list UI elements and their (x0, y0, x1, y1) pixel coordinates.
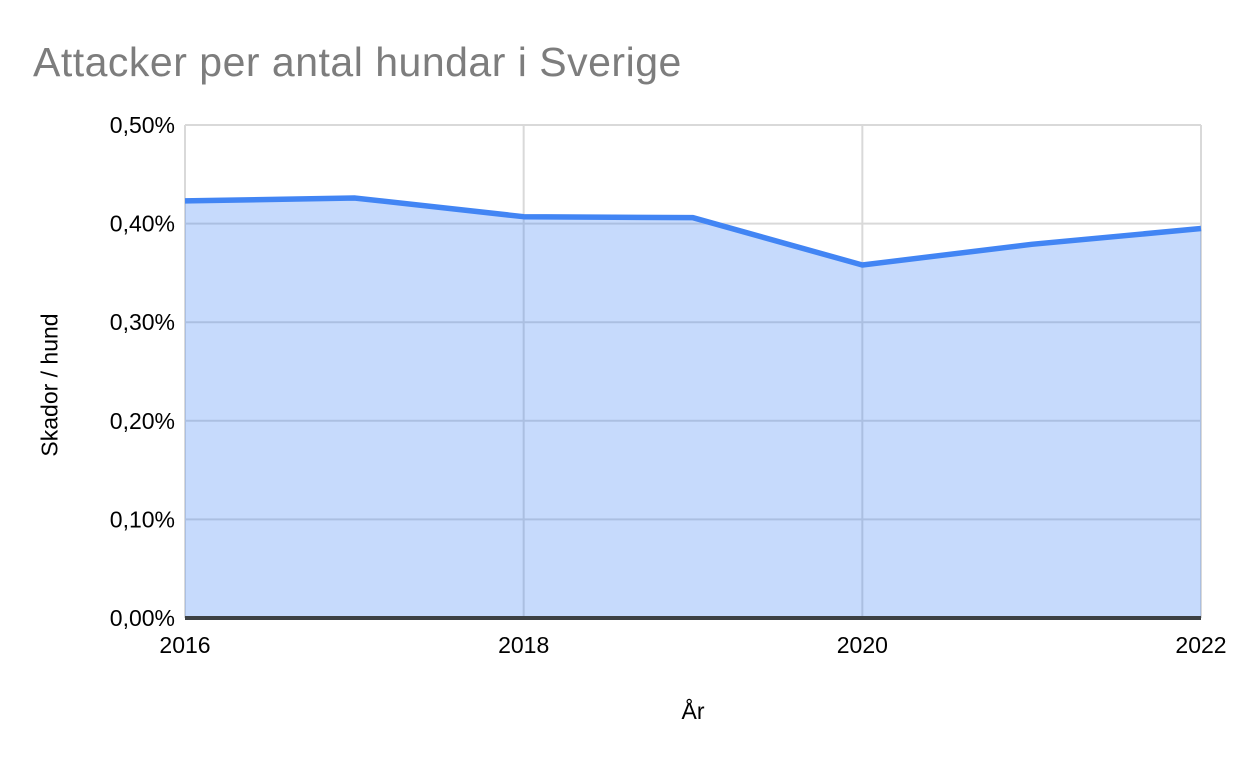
y-tick-label: 0,30% (110, 309, 175, 335)
y-tick-label: 0,40% (110, 211, 175, 237)
x-axis-title: År (681, 698, 705, 724)
data-line (184, 195, 1202, 268)
x-tick-label: 2018 (498, 632, 549, 658)
y-tick-label: 0,10% (110, 506, 175, 532)
y-tick-label: 0,50% (110, 112, 175, 138)
x-tick-label: 2016 (159, 632, 210, 658)
x-tick-label: 2020 (837, 632, 888, 658)
area-fill (185, 197, 1201, 619)
y-tick-label: 0,20% (110, 408, 175, 434)
x-tick-label: 2022 (1175, 632, 1226, 658)
chart-title: Attacker per antal hundar i Sverige (33, 39, 682, 85)
y-tick-label: 0,00% (110, 605, 175, 631)
